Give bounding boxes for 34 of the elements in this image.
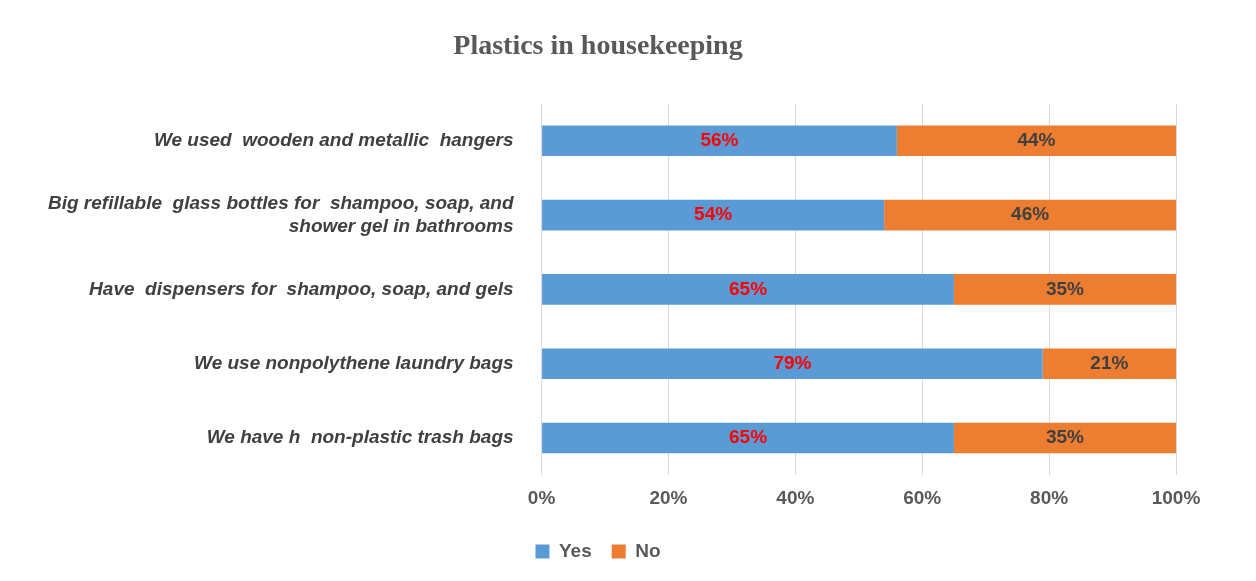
x-tick-label: 80% bbox=[1030, 486, 1069, 508]
x-tick-label: 40% bbox=[776, 486, 815, 508]
x-tick-label: 100% bbox=[1151, 486, 1201, 508]
y-tick-label: We use nonpolythene laundry bags bbox=[194, 351, 514, 373]
data-label: 21% bbox=[1090, 351, 1129, 373]
bar bbox=[953, 274, 1176, 305]
y-tick-label: We used wooden and metallic hangers bbox=[153, 128, 514, 150]
bar bbox=[542, 348, 1043, 380]
data-label: 35% bbox=[1045, 277, 1085, 299]
data-label: 65% bbox=[729, 426, 768, 448]
chart-title: Plastics in housekeeping bbox=[453, 29, 743, 61]
data-label: 46% bbox=[1011, 203, 1050, 225]
data-label: 56% bbox=[700, 128, 739, 150]
data-label: 65% bbox=[729, 277, 768, 299]
legend-label: No bbox=[635, 539, 661, 561]
data-label: 35% bbox=[1045, 426, 1085, 448]
bar bbox=[542, 422, 954, 454]
y-tick-label: Have dispensers for shampoo, soap, and gels bbox=[89, 277, 514, 299]
y-tick-label: We have h non-plastic trash bags bbox=[206, 426, 514, 448]
bar bbox=[542, 125, 897, 157]
bar bbox=[953, 422, 1176, 454]
bar bbox=[884, 199, 1176, 231]
bar bbox=[542, 199, 885, 231]
y-tick-label: Big refillable glass bottles for shampoo, soap, and shower gel in bathrooms bbox=[47, 191, 514, 236]
x-tick-label: 20% bbox=[649, 486, 688, 508]
bar bbox=[542, 274, 954, 305]
x-tick-label: 0% bbox=[527, 486, 556, 508]
data-label: 44% bbox=[1017, 128, 1056, 150]
bar bbox=[896, 125, 1176, 157]
legend-label: Yes bbox=[558, 539, 592, 561]
data-label: 79% bbox=[773, 351, 812, 373]
x-tick-label: 60% bbox=[903, 486, 942, 508]
bar bbox=[1042, 348, 1176, 380]
data-label: 54% bbox=[694, 203, 733, 225]
